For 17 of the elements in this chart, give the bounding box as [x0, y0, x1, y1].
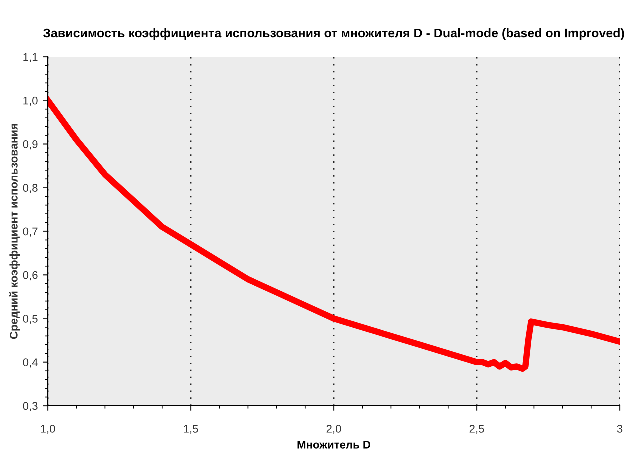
x-tick-label: 1,0 [41, 425, 56, 434]
x-tick-label: 1,5 [184, 425, 198, 434]
x-tick-label: 2,0 [326, 425, 342, 434]
y-tick-label: 0,9 [23, 140, 38, 150]
y-tick-label: 1,0 [24, 96, 38, 106]
x-tick-label: 3 [617, 425, 623, 433]
y-tick-label: 1,1 [24, 53, 38, 62]
x-tick-label: 2,5 [470, 425, 484, 434]
y-tick-label: 0,6 [23, 271, 38, 281]
chart-title: Зависимость коэффициента использования от множителя D - Dual-mode (based on Improved) [43, 28, 624, 40]
y-axis-title: Средний коэффициент использования [9, 124, 20, 340]
x-axis-title: Множитель D [298, 441, 370, 449]
y-tick-label: 0,4 [23, 358, 38, 368]
y-tick-label: 0,8 [23, 184, 38, 194]
y-tick-label: 0,5 [23, 315, 38, 324]
y-tick-label: 0,7 [23, 228, 38, 237]
y-tick-label: 0,3 [23, 402, 38, 412]
